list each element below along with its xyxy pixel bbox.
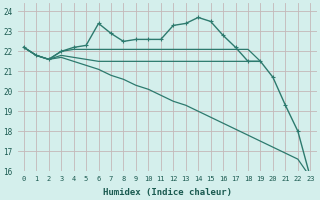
X-axis label: Humidex (Indice chaleur): Humidex (Indice chaleur) — [102, 188, 232, 197]
